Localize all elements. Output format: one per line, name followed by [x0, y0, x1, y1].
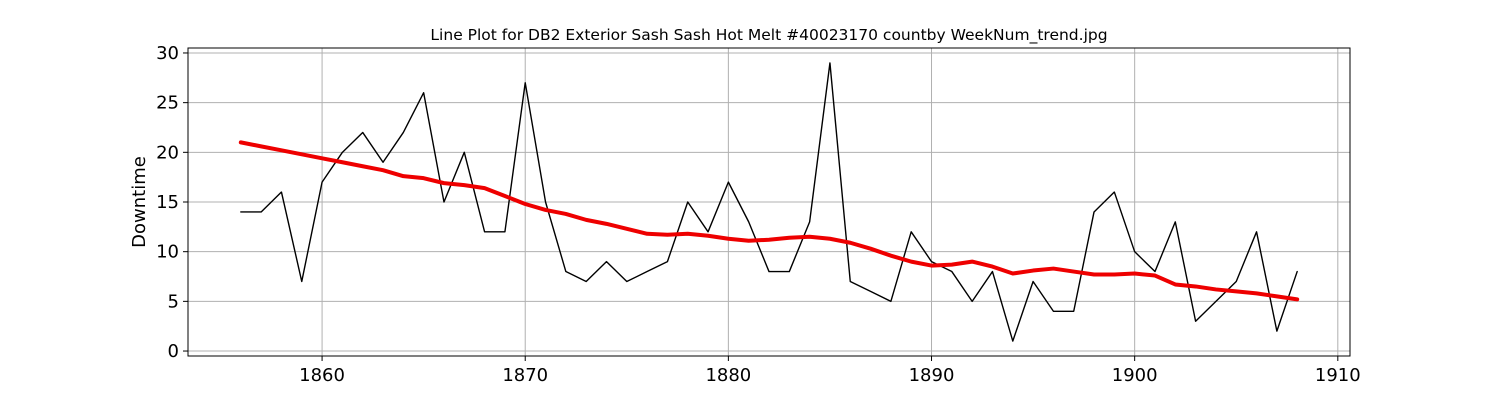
x-tick-label: 1880: [705, 365, 751, 386]
trend-series-line: [238, 140, 1300, 302]
chart-title: Line Plot for DB2 Exterior Sash Sash Hot…: [430, 26, 1107, 45]
y-tick-label: 5: [168, 291, 179, 312]
y-tick-label: 10: [156, 242, 179, 263]
x-tick-label: 1860: [299, 365, 345, 386]
y-tick-label: 0: [168, 341, 179, 362]
x-tick-label: 1900: [1112, 365, 1158, 386]
series-layer: [238, 62, 1300, 342]
y-tick-label: 30: [156, 43, 179, 64]
y-axis-label: Downtime: [129, 156, 150, 248]
y-tick-label: 25: [156, 93, 179, 114]
y-tick-label: 15: [156, 192, 179, 213]
x-tick-label: 1890: [909, 365, 955, 386]
downtime-series-line: [240, 62, 1298, 342]
x-tick-label: 1870: [502, 365, 548, 386]
grid: [188, 48, 1350, 356]
x-tick-label: 1910: [1315, 365, 1361, 386]
y-tick-label: 20: [156, 142, 179, 163]
axis-ticks: 1860 1870 1880 1890 1900 1910 0 5 10 15 20 25 30: [156, 43, 1361, 386]
